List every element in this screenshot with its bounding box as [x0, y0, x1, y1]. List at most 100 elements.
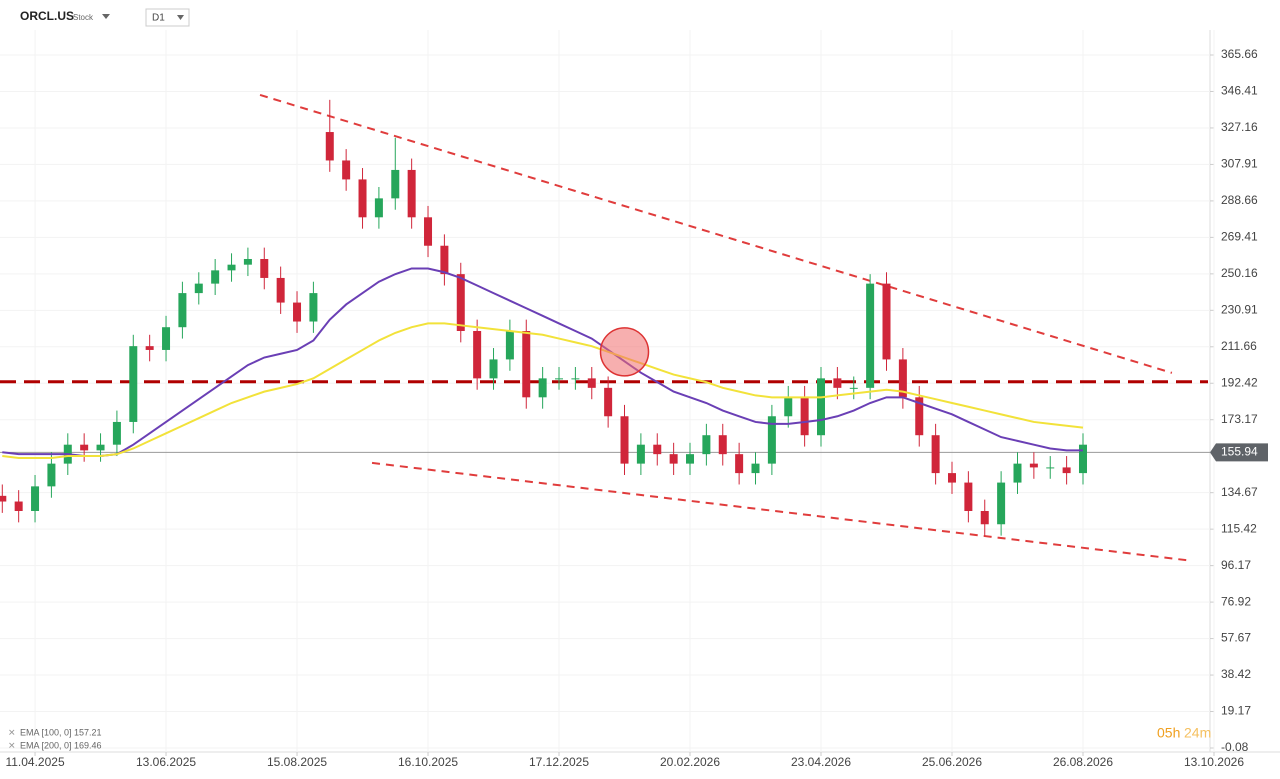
candle-body [620, 416, 629, 464]
candle-body [489, 359, 498, 379]
candle-body [702, 435, 711, 455]
timeframe-box[interactable] [145, 8, 190, 27]
candle-body [800, 397, 809, 436]
x-tick-label: 26.08.2026 [1053, 755, 1113, 769]
highlight-circle [599, 327, 650, 377]
y-tick-label: 96.17 [1221, 558, 1251, 572]
candle-body [162, 327, 171, 350]
trendline [371, 461, 1193, 562]
y-tick-label: -0.08 [1221, 740, 1249, 754]
y-tick-label: 327.16 [1221, 120, 1258, 134]
candle-body [947, 473, 956, 483]
countdown-minutes: 24m [1184, 725, 1211, 741]
candle-body [587, 378, 596, 388]
candle-body [374, 198, 383, 218]
y-tick-label: 288.66 [1221, 193, 1258, 207]
candle-body [636, 444, 645, 464]
candle-body [735, 454, 744, 474]
candle-body [1046, 467, 1055, 469]
x-tick-label: 16.10.2025 [398, 755, 458, 769]
candle-body [112, 421, 121, 445]
candle-body [407, 169, 416, 218]
candle-body [751, 463, 760, 474]
candle-body [866, 283, 875, 388]
candle-body [849, 387, 858, 389]
candle-body [1078, 444, 1087, 474]
candle-body [211, 270, 220, 284]
y-tick-label: 307.91 [1221, 157, 1258, 171]
x-tick-label: 13.10.2026 [1184, 755, 1244, 769]
x-tick-label: 20.02.2026 [660, 755, 720, 769]
candle-body [1062, 467, 1071, 474]
legend-x: ✕ [8, 727, 16, 737]
ema-line [2, 267, 1083, 458]
candle-body [456, 274, 465, 331]
candle-body [604, 387, 613, 417]
x-tick-label: 11.04.2025 [5, 755, 64, 769]
trendline [259, 93, 1173, 374]
y-tick-label: 250.16 [1221, 266, 1258, 280]
y-tick-label: 346.41 [1221, 84, 1258, 98]
candle-body [571, 378, 580, 380]
candle-body [424, 217, 433, 246]
legend-x: ✕ [8, 740, 16, 750]
timeframe[interactable]: D1 [152, 13, 165, 24]
candle-body [47, 463, 56, 487]
candle-body [391, 169, 400, 199]
y-tick-label: 38.42 [1221, 667, 1251, 681]
candle-body [915, 397, 924, 436]
candle-body [342, 160, 351, 180]
candle-body [555, 378, 564, 380]
x-tick-label: 13.06.2025 [136, 755, 196, 769]
price-tag-label: 155.94 [1221, 445, 1258, 459]
candle-body [833, 378, 842, 388]
symbol: ORCL.US [20, 9, 74, 23]
x-tick-label: 25.06.2026 [922, 755, 982, 769]
y-tick-label: 115.42 [1221, 521, 1257, 535]
candle-body [325, 132, 334, 161]
x-tick-label: 17.12.2025 [529, 755, 589, 769]
candle-body [276, 277, 285, 303]
legend-entry: EMA [100, 0] 157.21 [20, 727, 102, 737]
y-tick-label: 19.17 [1221, 704, 1251, 718]
candle-body [440, 245, 449, 275]
y-tick-label: 365.66 [1221, 47, 1258, 61]
symbol-dropdown[interactable] [102, 14, 110, 19]
x-tick-label: 23.04.2026 [791, 755, 851, 769]
candle-body [669, 454, 678, 464]
candle-body [1029, 463, 1038, 468]
candle-body [293, 302, 302, 322]
y-tick-label: 269.41 [1221, 230, 1258, 244]
candle-body [227, 264, 236, 271]
candle-body [129, 346, 138, 422]
candle-body [309, 293, 318, 322]
y-tick-label: 230.91 [1221, 302, 1258, 316]
candle-body [505, 330, 514, 360]
candle-body [260, 258, 269, 278]
candle-body [784, 397, 793, 417]
x-tick-label: 15.08.2025 [267, 755, 327, 769]
candle-body [686, 454, 695, 464]
price-tag [1210, 443, 1268, 462]
candle-body [964, 482, 973, 511]
y-tick-label: 57.67 [1221, 631, 1251, 645]
candle-body [14, 501, 23, 511]
candle-body [243, 258, 252, 265]
candle-body [473, 330, 482, 379]
candle-body [997, 482, 1006, 525]
ema-line [2, 322, 1084, 459]
candle-body [653, 444, 662, 455]
candle-body [31, 486, 40, 511]
candle-body [96, 444, 105, 451]
candle-body [522, 330, 531, 398]
candle-body [898, 359, 907, 398]
candle-body [145, 346, 154, 350]
y-tick-label: 211.66 [1221, 339, 1257, 353]
y-tick-label: 76.92 [1221, 594, 1251, 608]
candle-body [931, 435, 940, 474]
instrument-type: Stock [73, 13, 94, 22]
candle-body [718, 435, 727, 455]
timeframe-dropdown[interactable] [177, 15, 184, 20]
y-tick-label: 173.17 [1221, 412, 1258, 426]
